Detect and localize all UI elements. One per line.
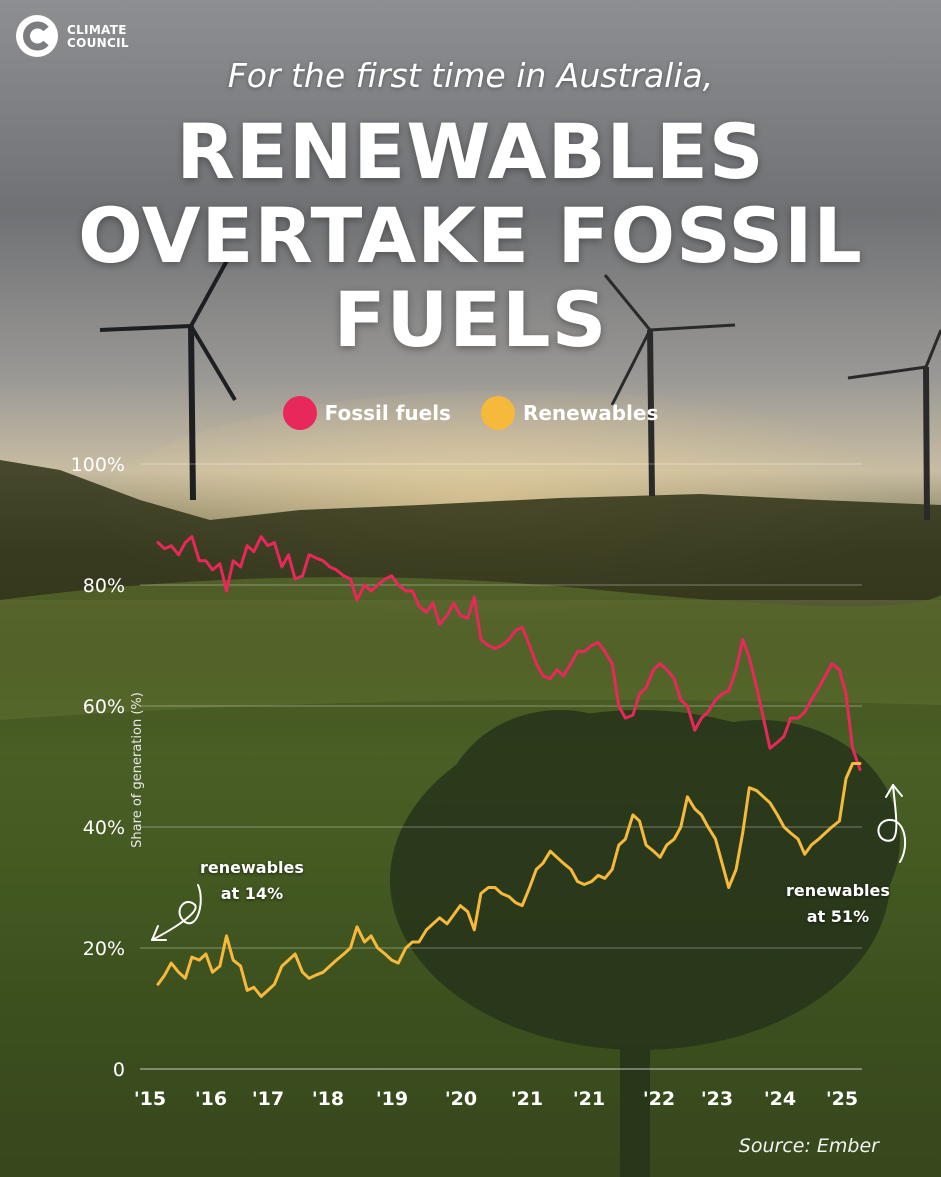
tree-silhouette: [390, 710, 900, 1177]
annotation-end-line-2: at 51%: [806, 907, 870, 926]
annotation-start-line-2: at 14%: [220, 884, 284, 903]
x-tick-label: '25: [826, 1088, 858, 1110]
y-axis-ticks: 0 20% 40% 60% 80% 100%: [71, 454, 125, 1081]
headline-line-3: FUELS: [333, 275, 608, 364]
series-line-fossil-fuels: [156, 535, 862, 771]
x-tick-label: '20: [445, 1088, 477, 1110]
y-tick-label: 80%: [83, 575, 125, 597]
x-tick-label: '22: [643, 1088, 675, 1110]
logo-c-icon: [16, 15, 58, 57]
x-tick-label: '16: [195, 1088, 227, 1110]
x-tick-label: '19: [376, 1088, 408, 1110]
y-axis-label: Share of generation (%): [130, 692, 145, 848]
arrowhead-start-icon: [151, 925, 167, 941]
chart-legend: Fossil fuels Renewables: [0, 396, 941, 430]
y-tick-label: 40%: [83, 817, 125, 839]
legend-label-renewables: Renewables: [522, 401, 659, 425]
chart-gridlines: [140, 463, 862, 1070]
x-tick-label: '17: [252, 1088, 284, 1110]
arrow-start-icon: [151, 884, 202, 941]
logo-line-2: COUNCIL: [67, 36, 129, 50]
x-tick-label: '21: [573, 1088, 605, 1110]
y-tick-label: 0: [113, 1059, 125, 1081]
chart-series: [156, 535, 862, 998]
logo-wordmark: CLIMATE COUNCIL: [67, 24, 129, 50]
legend-item-fossil: Fossil fuels: [282, 396, 451, 430]
legend-swatch-renewables: [480, 396, 515, 430]
subtitle: For the first time in Australia,: [227, 56, 714, 95]
wind-turbine-middle: [603, 274, 736, 497]
annotation-end: renewables at 51%: [786, 878, 890, 930]
headline-line-2: OVERTAKE FOSSIL: [78, 191, 863, 280]
arrowhead-end-icon: [885, 784, 903, 798]
x-tick-label: '23: [701, 1088, 733, 1110]
headline: RENEWABLES OVERTAKE FOSSIL FUELS: [0, 110, 941, 362]
legend-swatch-fossil: [282, 396, 317, 430]
headline-line-1: RENEWABLES: [176, 107, 765, 196]
annotation-start: renewables at 14%: [200, 855, 304, 907]
legend-label-fossil: Fossil fuels: [324, 401, 451, 425]
source-credit: Source: Ember: [738, 1135, 879, 1157]
x-tick-label: '18: [312, 1088, 344, 1110]
annotation-arrows: [151, 784, 907, 941]
y-tick-label: 20%: [83, 938, 125, 960]
wind-turbine-right: [847, 329, 941, 521]
wind-turbine-left: [99, 254, 237, 501]
x-tick-label: '24: [764, 1088, 796, 1110]
x-axis-ticks: '15 '16 '17 '18 '19 '20 '21 '21 '22 '23 '24 '25: [134, 1088, 858, 1110]
y-tick-label: 100%: [71, 454, 125, 476]
logo-line-1: CLIMATE: [67, 23, 127, 37]
y-tick-label: 60%: [83, 696, 125, 718]
series-line-renewables: [156, 762, 862, 998]
x-tick-label: '15: [134, 1088, 166, 1110]
x-tick-label: '21: [511, 1088, 543, 1110]
arrow-end-icon: [877, 784, 907, 863]
climate-council-logo: CLIMATE COUNCIL: [15, 14, 145, 60]
annotation-start-line-1: renewables: [200, 858, 304, 877]
legend-item-renewables: Renewables: [480, 396, 659, 430]
annotation-end-line-1: renewables: [786, 881, 890, 900]
